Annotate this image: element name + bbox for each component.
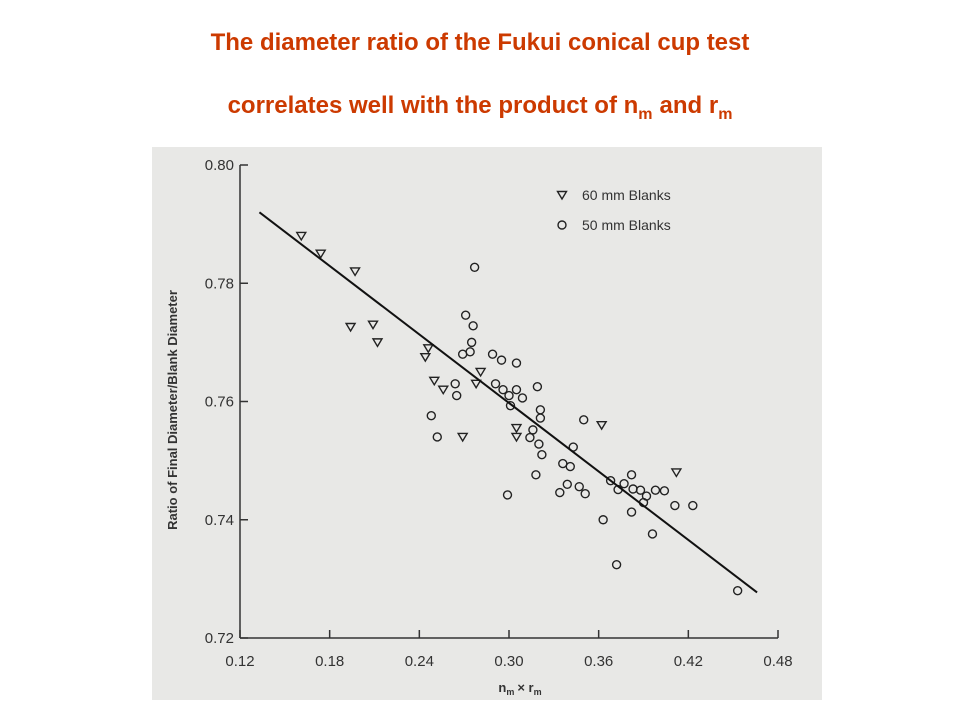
x-label-text: × r [517,680,533,695]
legend-symbol [557,220,567,230]
point [349,267,361,277]
point [510,423,523,434]
y-tick-label: 0.78 [205,275,234,292]
x-tick-label: 0.42 [674,653,703,670]
x-axis-label: nm × rm [498,680,541,697]
fit-line [258,211,758,594]
point [659,486,670,496]
point [502,490,513,500]
y-tick-label: 0.74 [205,512,234,529]
point [626,470,637,480]
title-line-1: The diameter ratio of the Fukui conical … [211,29,750,56]
legend-label: 50 mm Blanks [582,217,671,233]
point [498,384,508,395]
point [468,321,478,331]
point [650,485,661,495]
title-text: and r [660,92,719,119]
point [496,355,507,365]
point [611,559,622,570]
point [450,379,460,389]
point [565,461,575,472]
point [535,413,546,423]
point [510,432,523,443]
point [555,487,565,498]
x-label-subscript: m [506,687,514,697]
point [626,507,637,517]
point [619,478,629,489]
title-subscript: m [718,106,732,123]
point [534,439,544,449]
point [460,310,471,320]
point [688,500,698,511]
point [371,338,384,348]
point [344,322,357,333]
point [635,485,646,495]
point [432,432,442,442]
x-tick-label: 0.30 [494,653,523,670]
point [451,390,462,401]
point [428,376,441,387]
point [532,382,543,392]
point [470,379,482,390]
point [426,410,436,421]
point [504,390,514,401]
point [574,481,584,492]
point [647,529,658,539]
point [456,432,469,443]
point [598,515,608,525]
point [580,489,590,499]
point [466,337,477,348]
x-tick-label: 0.36 [584,653,613,670]
point [525,432,535,443]
point [511,358,522,368]
x-tick-label: 0.18 [315,653,344,670]
title-subscript: m [638,106,652,123]
point [537,450,547,460]
point [562,479,572,489]
point [422,344,435,354]
point [419,352,432,363]
y-tick-label: 0.72 [205,630,234,647]
x-label-subscript: m [534,687,542,697]
point [487,349,498,359]
point [490,379,501,389]
point [437,385,449,396]
point [732,586,743,596]
point [531,470,541,480]
point [670,468,683,478]
point [517,393,528,403]
point [457,349,468,359]
point [595,420,608,431]
point [670,500,680,511]
point [528,425,538,435]
y-tick-label: 0.80 [205,157,234,174]
x-tick-label: 0.12 [225,653,254,670]
point [295,231,308,242]
title-line-2: correlates well with the product of nm an… [228,92,733,123]
y-axis-label: Ratio of Final Diameter/Blank Diameter [165,290,180,530]
title-text: correlates well with the product of n [228,92,639,119]
point [511,384,522,395]
point [505,400,516,411]
point [579,415,589,425]
point [605,476,616,486]
x-tick-label: 0.48 [763,653,792,670]
point [474,367,487,378]
x-tick-label: 0.24 [405,653,434,670]
point [469,262,480,272]
point [314,249,327,260]
legend-label: 60 mm Blanks [582,187,671,203]
legend-symbol [556,190,568,201]
point [367,320,379,330]
chart-background [152,147,822,700]
x-label-text: n [498,680,506,695]
y-tick-label: 0.76 [205,394,234,411]
